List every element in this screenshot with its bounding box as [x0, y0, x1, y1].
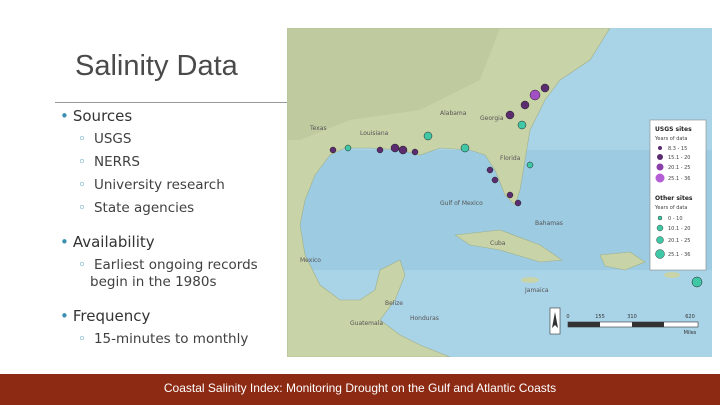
site	[423, 131, 433, 141]
legend-symbol	[656, 236, 664, 244]
map: Gulf of Mexico Cuba Bahamas Mexico Jamai…	[287, 28, 712, 357]
jamaica-shape	[521, 277, 539, 283]
scale-bar: 0 155 310 620 Miles	[549, 307, 699, 336]
legend-symbol	[655, 249, 665, 259]
site	[517, 120, 527, 130]
cuba	[454, 229, 563, 263]
site	[520, 100, 530, 110]
site	[540, 83, 550, 93]
map-label: Florida	[500, 155, 521, 162]
map-label: Bahamas	[535, 220, 563, 227]
legend: USGS sites Years of data 8.3 - 15 15.1 -…	[649, 119, 707, 271]
legend-subtitle: Years of data	[654, 136, 687, 142]
scale-label: 620	[685, 314, 695, 320]
site	[329, 146, 337, 154]
site	[411, 148, 419, 156]
map-label: Gulf of Mexico	[440, 200, 483, 207]
site	[506, 191, 514, 199]
section-item: State agencies	[78, 200, 194, 216]
slide-title: Salinity Data	[75, 50, 238, 82]
section-heading: Sources	[60, 107, 132, 125]
site	[486, 166, 494, 174]
map-label: Mexico	[300, 257, 321, 264]
legend-symbol	[655, 173, 665, 183]
legend-class: 15.1 - 20	[668, 155, 690, 161]
map-label: Honduras	[410, 315, 439, 322]
map-label: Jamaica	[524, 287, 549, 294]
scale-label: 310	[627, 314, 637, 320]
site	[691, 276, 703, 288]
other-sites	[344, 120, 703, 288]
site	[529, 89, 541, 101]
site	[491, 176, 499, 184]
site	[344, 144, 352, 152]
map-label: Belize	[385, 300, 403, 307]
title-rule	[55, 102, 287, 103]
legend-class: 20.1 - 25	[668, 238, 690, 244]
legend-box	[649, 119, 707, 271]
map-labels: Gulf of Mexico Cuba Bahamas Mexico Jamai…	[300, 110, 563, 327]
footer-bar	[0, 374, 720, 405]
site	[526, 161, 534, 169]
legend-class: 20.1 - 25	[668, 165, 690, 171]
legend-title: Other sites	[655, 195, 693, 202]
site	[505, 110, 515, 120]
map-label: Cuba	[490, 240, 506, 247]
map-label: Georgia	[480, 115, 504, 122]
legend-symbol	[657, 154, 663, 160]
legend-class: 0 - 10	[668, 216, 683, 222]
section-item: USGS	[78, 131, 131, 147]
section-item: NERRS	[78, 154, 140, 170]
map-label: Texas	[309, 125, 327, 132]
land-shade	[287, 28, 500, 140]
legend-symbol	[656, 224, 664, 232]
scale-label: 0	[566, 314, 569, 320]
section-item: 15-minutes to monthly	[78, 331, 248, 347]
hispaniola	[599, 251, 646, 271]
legend-subtitle: Years of data	[654, 205, 687, 211]
footer-text: Coastal Salinity Index: Monitoring Droug…	[163, 381, 557, 395]
north-arrow-glyph	[552, 312, 558, 328]
site	[390, 143, 400, 153]
map-label: Guatemala	[350, 320, 383, 327]
section-heading: Frequency	[60, 307, 151, 325]
legend-class: 10.1 - 20	[668, 226, 690, 232]
scale-segment	[568, 322, 600, 327]
section-item: Earliest ongoing records begin in the 19…	[78, 257, 290, 291]
section-heading: Availability	[60, 233, 155, 251]
usgs-sites	[329, 83, 550, 207]
legend-class: 8.3 - 15	[668, 146, 687, 152]
legend-symbol	[658, 146, 662, 150]
legend-class: 25.1 - 36	[668, 252, 690, 258]
legend-title: USGS sites	[655, 126, 692, 133]
legend-symbol	[657, 215, 663, 221]
scale-label: Miles	[684, 330, 697, 336]
site	[460, 143, 470, 153]
section-item: University research	[78, 177, 225, 193]
site	[398, 145, 408, 155]
legend-class: 25.1 - 36	[668, 176, 690, 182]
map-label: Alabama	[440, 110, 467, 117]
puerto-rico-shape	[664, 272, 680, 278]
map-label: Louisiana	[360, 130, 389, 137]
site	[376, 146, 384, 154]
legend-symbol	[656, 163, 664, 171]
site	[514, 199, 522, 207]
scale-label: 155	[595, 314, 605, 320]
scale-segment	[632, 322, 664, 327]
